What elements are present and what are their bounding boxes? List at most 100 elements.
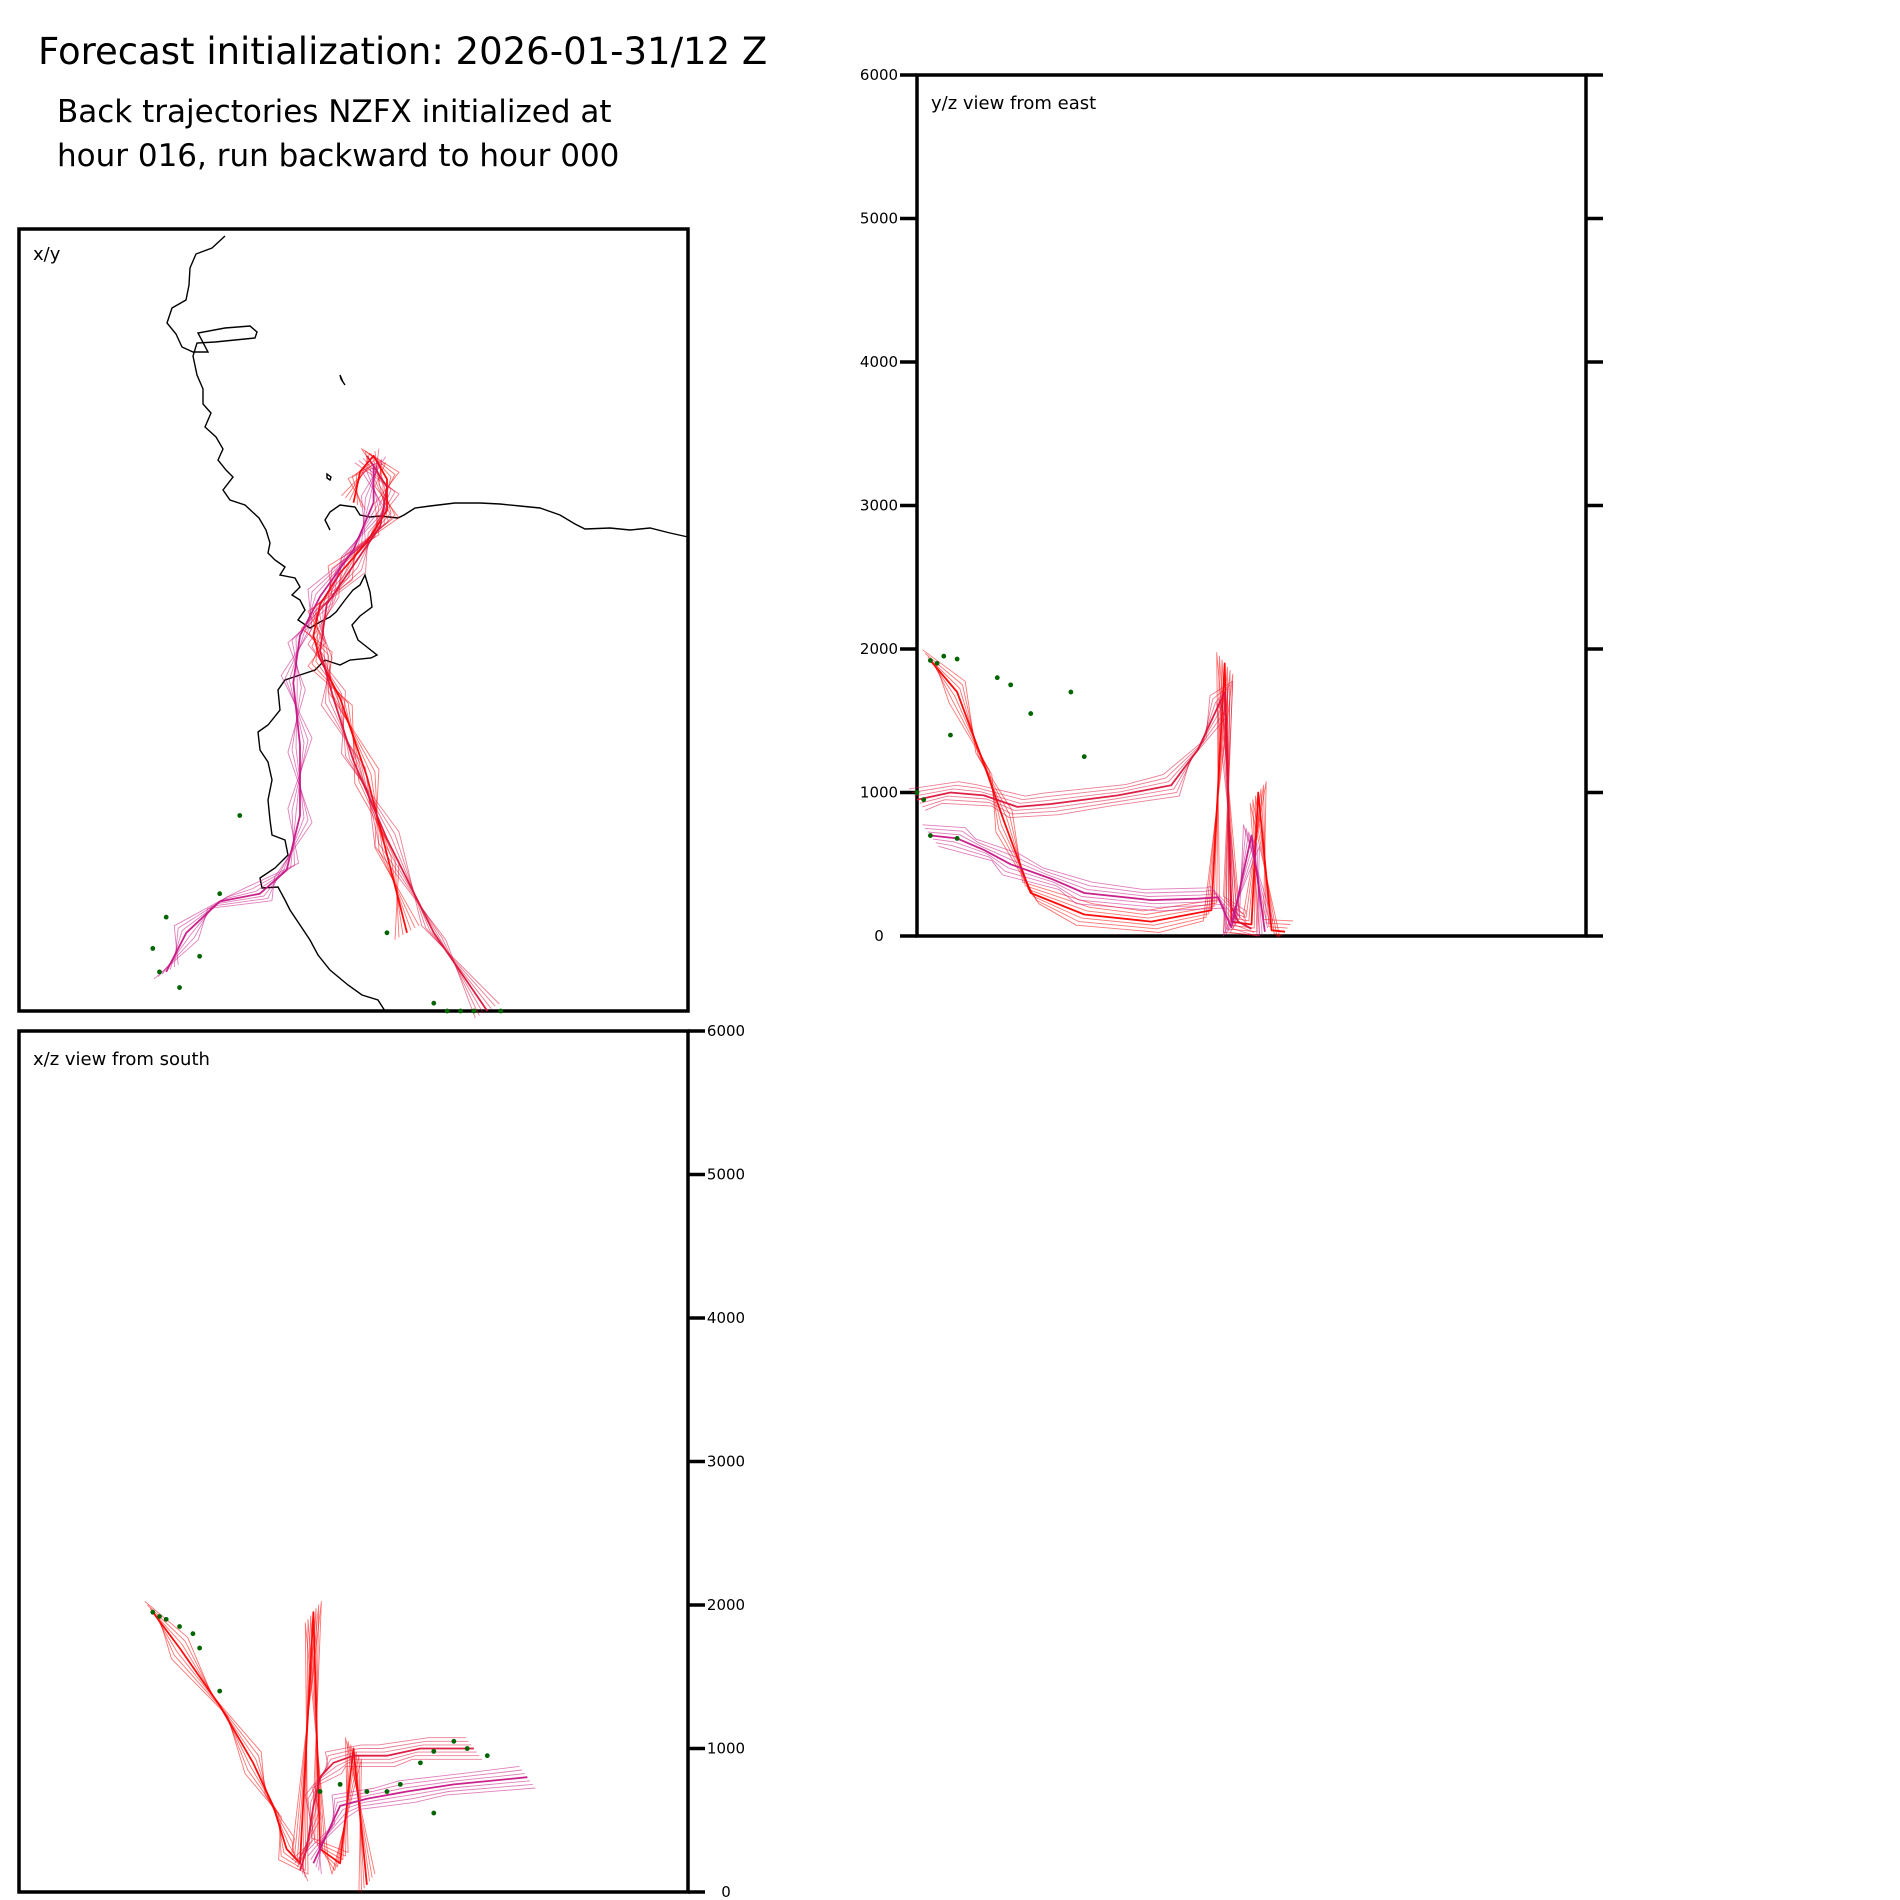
yz-start-marker <box>921 797 927 803</box>
xz-trajectory-line <box>152 1611 368 1885</box>
yz-start-marker <box>934 660 940 666</box>
xy-start-marker <box>431 1000 437 1006</box>
xy-trajectory-line <box>157 468 383 977</box>
xz-start-marker <box>464 1746 470 1751</box>
yz-start-marker <box>954 656 960 662</box>
xz-start-marker <box>451 1738 457 1744</box>
xz-panel: x/z view from south 0 1000 2000 3000 4000 500… <box>17 1022 745 1900</box>
xz-start-marker <box>431 1810 437 1816</box>
yz-tick-label: 1000 <box>860 784 898 802</box>
xz-tick-label: 6000 <box>707 1022 745 1040</box>
xy-start-marker <box>471 1008 477 1014</box>
xz-start-marker <box>197 1645 203 1651</box>
yz-panel-label: y/z view from east <box>931 93 1096 114</box>
xz-start-marker <box>384 1789 390 1794</box>
xy-start-marker <box>163 914 169 920</box>
yz-trajectory-line <box>922 698 1258 937</box>
yz-start-marker <box>941 653 947 659</box>
xz-trajectory-line <box>147 1604 373 1878</box>
xy-trajectory-line <box>169 461 379 970</box>
xy-trajectory-line <box>314 462 476 1019</box>
xz-start-marker <box>150 1609 156 1615</box>
xz-start-marker <box>418 1760 423 1766</box>
xy-trajectory-line <box>161 465 379 975</box>
yz-tick-label: 5000 <box>860 210 898 228</box>
xy-trajectory-line <box>304 450 416 929</box>
xy-trajectory-line <box>315 453 492 1009</box>
xy-start-marker <box>237 813 243 818</box>
yz-trajectory-line <box>927 656 1288 929</box>
xy-trajectory-line <box>322 457 484 1014</box>
yz-start-marker <box>954 836 960 841</box>
yz-trajectory-line <box>924 652 1291 925</box>
xy-trajectory-line <box>312 454 408 934</box>
xz-start-marker <box>337 1781 343 1787</box>
yz-start-marker <box>994 675 1000 681</box>
subtitle-line-2: hour 016, run backward to hour 000 <box>57 138 620 174</box>
xz-start-marker <box>177 1624 182 1629</box>
yz-start-marker <box>927 658 933 663</box>
xz-trajectory-line <box>157 1618 362 1893</box>
yz-trajectory-line <box>924 702 1260 937</box>
trajectory-subtitle: Back trajectories NZFX initialized at ho… <box>57 90 619 178</box>
xz-start-marker <box>397 1781 403 1787</box>
yz-trajectory-line <box>922 649 1294 922</box>
xz-panel-label: x/z view from south <box>33 1049 210 1070</box>
yz-y-axis: 0 1000 2000 3000 4000 5000 6000 <box>860 66 1603 945</box>
yz-start-marker <box>1008 682 1014 688</box>
xy-trajectory-line <box>319 455 489 1012</box>
forecast-title: Forecast initialization: 2026-01-31/12 Z <box>38 30 768 73</box>
xz-tick-label: 3000 <box>707 1453 745 1471</box>
xy-panel-frame <box>17 227 690 1013</box>
xy-start-marker <box>177 985 182 990</box>
xz-tick-label: 5000 <box>707 1166 745 1184</box>
yz-tick-label: 4000 <box>860 353 898 371</box>
xz-trajectory-line <box>296 1744 472 1868</box>
yz-start-marker <box>948 732 953 738</box>
xy-trajectory-line <box>307 462 400 940</box>
xy-trajectory-line <box>165 463 375 973</box>
yz-trajectory-line <box>911 684 1247 922</box>
xy-start-marker <box>498 1008 504 1014</box>
xz-start-points <box>150 1609 490 1816</box>
yz-trajectory-line <box>924 827 1271 925</box>
coastline-north <box>324 502 689 538</box>
xz-start-marker <box>163 1616 169 1622</box>
xz-trajectory-line <box>307 1769 523 1857</box>
xz-trajectory-line <box>318 1783 533 1871</box>
xy-start-marker <box>150 946 156 951</box>
xz-start-marker <box>431 1748 437 1754</box>
xz-trajectory-line <box>149 1608 371 1882</box>
yz-start-marker <box>927 833 933 838</box>
xy-trajectory-line <box>173 456 386 965</box>
yz-trajectory-line <box>908 680 1247 919</box>
xy-start-marker <box>157 969 162 975</box>
yz-trajectory-line <box>937 671 1281 937</box>
yz-tick-label: 3000 <box>860 497 898 515</box>
xy-panel: x/y <box>17 227 690 1019</box>
coastline-island <box>339 374 346 386</box>
xz-start-marker <box>157 1614 162 1619</box>
xz-trajectory-line <box>155 1615 365 1889</box>
xz-start-marker <box>484 1753 490 1759</box>
xz-start-marker <box>364 1789 370 1794</box>
xy-trajectory-line <box>153 470 387 980</box>
xy-trajectory-line <box>173 458 383 968</box>
xz-trajectory-line <box>294 1740 469 1864</box>
xz-tick-label: 4000 <box>707 1309 745 1327</box>
yz-start-marker <box>1068 689 1074 695</box>
coastline-islet <box>326 472 332 482</box>
yz-trajectory-line <box>927 831 1269 929</box>
xz-tick-label: 1000 <box>707 1740 745 1758</box>
xz-tick-label: 2000 <box>707 1596 745 1614</box>
subtitle-line-1: Back trajectories NZFX initialized at <box>57 94 612 130</box>
xz-trajectory-line <box>318 1787 536 1875</box>
xz-trajectory-line <box>304 1765 520 1853</box>
xy-start-marker <box>197 953 203 959</box>
yz-start-marker <box>914 790 920 795</box>
yz-trajectory-line <box>914 688 1250 926</box>
xy-trajectories <box>153 448 500 1019</box>
xz-start-marker <box>217 1688 223 1694</box>
yz-trajectories <box>908 649 1294 937</box>
